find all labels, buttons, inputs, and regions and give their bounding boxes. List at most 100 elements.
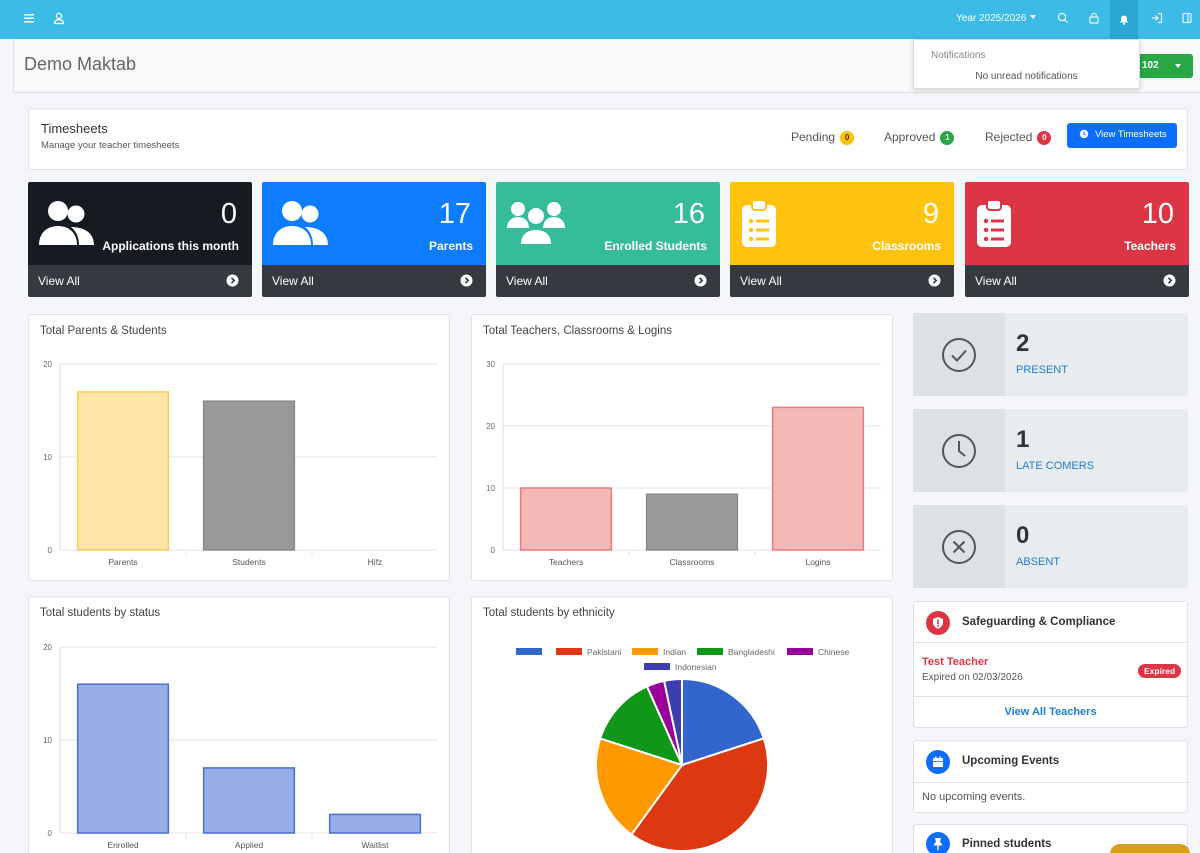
chart-title: Total Teachers, Classrooms & Logins [483,325,672,337]
tile-label: Teachers [1124,239,1176,253]
att-icon-box [913,313,1005,396]
timesheets-rejected[interactable]: Rejected 0 [985,130,1052,145]
notifications-button[interactable] [1110,0,1138,39]
y-tick-label: 20 [43,643,52,652]
view-all-link[interactable]: View All [28,265,252,297]
expired-badge: Expired [1138,664,1182,678]
bar [76,391,170,551]
view-all-label: View All [272,274,314,288]
view-all-link[interactable]: View All [965,265,1189,297]
view-all-label: View All [975,274,1017,288]
late-label[interactable]: LATE COMERS [1016,460,1095,472]
tile-value: 16 [672,198,705,230]
notifications-empty-text: No unread notifications [975,71,1078,82]
rejected-label: Rejected [985,130,1033,144]
legend-label: Indian [663,647,686,657]
check-circle-icon [941,337,977,373]
school-switcher-button[interactable]: 102 [1140,54,1193,78]
page-title: Demo Maktab [24,54,137,74]
timesheets-pending[interactable]: Pending 0 [791,130,855,145]
view-all-teachers-link[interactable]: View All Teachers [1004,706,1097,718]
safeguarding-card: Safeguarding & Compliance Test Teacher E… [913,601,1188,728]
fullscreen-icon[interactable] [1180,11,1196,27]
legend-swatch [697,648,723,655]
chart-title: Total Parents & Students [40,325,167,337]
tile-body: 10 Teachers [965,182,1189,265]
clock-icon [1079,129,1089,139]
present-stat: 2 PRESENT [913,313,1188,396]
y-tick-label: 10 [43,453,52,462]
view-timesheets-button[interactable]: View Timesheets [1067,123,1177,148]
safeguarding-title: Safeguarding & Compliance [962,616,1116,628]
bar [76,683,170,834]
pie-slice [630,737,769,852]
timesheets-approved[interactable]: Approved 1 [884,130,955,145]
academic-year-dropdown[interactable]: Year 2025/2026 [956,13,1037,24]
x-tick-label: Classrooms [670,557,715,567]
y-tick-label: 10 [43,736,52,745]
tile-label: Classrooms [872,239,941,253]
present-label[interactable]: PRESENT [1016,364,1068,376]
present-count: 2 [1016,330,1030,357]
divider [914,696,1187,697]
x-tick-label: Teachers [549,557,584,567]
bar [519,487,613,551]
tile-value: 10 [1141,198,1174,230]
teachers-classrooms-logins-chart-card: Total Teachers, Classrooms & Logins 0 10 2… [471,314,893,581]
y-tick-label: 0 [491,546,496,555]
notifications-dropdown: Notifications No unread notifications [913,39,1140,89]
logout-icon[interactable] [1150,11,1166,27]
legend-swatch [556,648,582,655]
menu-icon[interactable] [22,11,38,27]
card-header: Upcoming Events [914,741,1187,783]
notifications-heading: Notifications [931,50,986,61]
calendar-icon [926,750,950,774]
view-all-label: View All [506,274,548,288]
tile-label: Parents [428,239,473,253]
caret-down-icon [1175,64,1181,68]
att-icon-box [913,409,1005,492]
pie-slice [681,677,766,767]
pie-slice [662,677,683,766]
att-icon-box [913,505,1005,588]
tile-label: Applications this month [102,239,239,253]
user-icon[interactable] [52,11,68,27]
tile-body: 17 Parents [262,182,486,265]
parents-students-bar-chart: 0 10 20 Parents Students Hifz [43,360,438,567]
approved-label: Approved [884,130,936,144]
view-all-label: View All [740,274,782,288]
view-all-link[interactable]: View All [262,265,486,297]
lock-icon[interactable] [1087,11,1103,27]
teacher-name-link[interactable]: Test Teacher [922,656,989,668]
tile-body: 0 Applications this month [28,182,252,265]
students-by-status-bar-chart: 0 10 20 Enrolled Applied Waitlist [43,643,438,850]
x-tick-label: Students [232,557,266,567]
legend-label: Chinese [818,647,849,657]
bar [771,406,865,551]
x-tick-label: Logins [805,557,830,567]
search-icon[interactable] [1056,11,1072,27]
applications-tile: 0 Applications this month View All [28,182,252,297]
students-by-status-chart-card: Total students by status 0 10 20 Enrolled Ap… [28,596,450,853]
y-tick-label: 0 [48,829,53,838]
academic-year-label: Year 2025/2026 [956,13,1027,24]
pinned-students-title: Pinned students [962,838,1052,850]
tile-body: 9 Classrooms [730,182,954,265]
absent-label[interactable]: ABSENT [1016,556,1061,568]
help-widget-button[interactable] [1110,844,1190,853]
top-navbar: Year 2025/2026 [0,0,1200,39]
school-switcher-label: 102 [1142,60,1159,71]
legend-swatch [516,648,542,655]
view-all-link[interactable]: View All [496,265,720,297]
legend-label: Pakistani [587,647,622,657]
arrow-circle-right-icon [928,274,941,287]
arrow-circle-right-icon [226,274,239,287]
chart-title: Total students by ethnicity [483,607,615,619]
x-tick-label: Applied [235,840,264,850]
view-all-link[interactable]: View All [730,265,954,297]
y-tick-label: 20 [486,422,495,431]
bell-icon [1117,12,1131,26]
students-by-ethnicity-chart-card: Total students by ethnicity Pakistani Ind… [471,596,893,853]
teachers-classrooms-logins-bar-chart: 0 10 20 30 Teachers Classrooms Logins [486,360,881,567]
bar [202,400,296,551]
